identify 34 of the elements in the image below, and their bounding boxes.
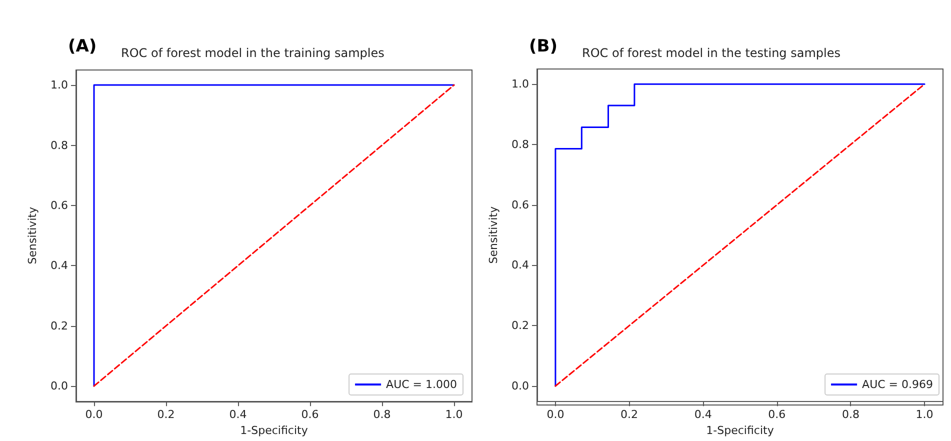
x-axis-title: 1-Specificity [240,424,308,437]
x-tick-label: 0.8 [373,408,391,422]
y-tick-label: 0.8 [50,138,68,152]
y-axis-title: Sensitivity [487,206,500,264]
y-tick-label: 0.0 [50,380,68,393]
x-tick-label: 1.0 [445,408,463,422]
chart-title: ROC of forest model in the training samples [121,46,384,60]
x-tick-label: 0.4 [694,408,712,422]
x-tick-label: 0.0 [546,408,564,422]
x-axis-title: 1-Specificity [706,424,774,437]
y-axis-title: Sensitivity [26,206,39,264]
text: (B) [529,36,558,56]
y-tick-label: 1.0 [512,78,529,91]
legend-label: AUC = 0.969 [862,378,934,391]
x-tick-label: 0.0 [85,408,103,422]
x-tick-label: 0.2 [620,408,638,422]
text: (A) [68,36,97,56]
y-tick-label: 0.2 [512,319,529,332]
y-tick-label: 0.0 [512,380,529,393]
y-tick-label: 0.6 [50,198,68,212]
legend-label: AUC = 1.000 [386,378,458,391]
y-tick-label: 0.8 [512,138,529,151]
x-tick-label: 0.2 [157,408,175,422]
y-tick-label: 0.4 [50,259,68,272]
x-tick-label: 0.6 [301,408,319,422]
y-tick-label: 0.4 [512,258,529,272]
y-tick-label: 0.6 [512,198,529,212]
y-tick-label: 1.0 [50,78,68,92]
chart-title: ROC of forest model in the testing samples [582,46,840,60]
x-tick-label: 0.6 [768,408,786,422]
x-tick-label: 0.8 [842,408,860,422]
x-tick-label: 0.4 [229,408,247,422]
x-tick-label: 1.0 [916,408,934,422]
y-tick-label: 0.2 [50,319,68,332]
